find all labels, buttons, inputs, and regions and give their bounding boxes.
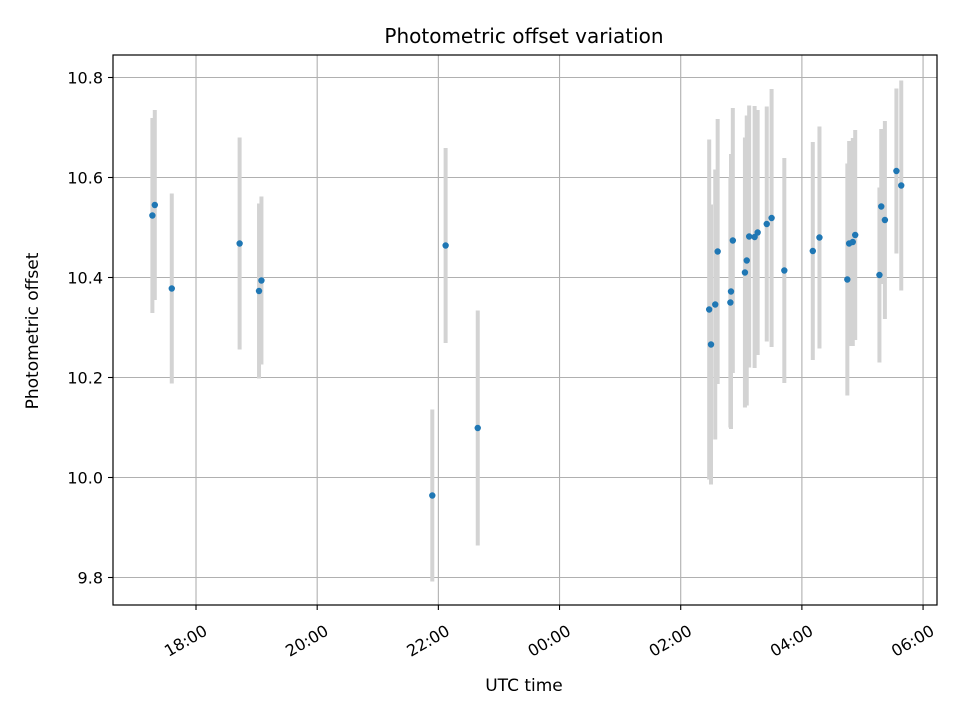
y-tick-label: 10.2 bbox=[67, 369, 103, 388]
data-point bbox=[474, 424, 481, 432]
data-point bbox=[727, 299, 734, 306]
data-point bbox=[768, 214, 775, 222]
x-axis-label: UTC time bbox=[485, 676, 563, 696]
chart-title: Photometric offset variation bbox=[384, 24, 663, 48]
data-point bbox=[849, 238, 856, 246]
data-point bbox=[816, 234, 823, 241]
grid bbox=[113, 55, 937, 605]
data-point bbox=[707, 341, 715, 348]
y-tick-label: 9.8 bbox=[78, 569, 103, 588]
data-points bbox=[149, 167, 905, 499]
data-point bbox=[876, 271, 883, 279]
data-point bbox=[705, 306, 713, 313]
data-point bbox=[168, 285, 175, 292]
data-point bbox=[727, 288, 735, 295]
data-point bbox=[898, 182, 905, 189]
y-tick-label: 10.8 bbox=[67, 69, 103, 88]
plot-frame bbox=[112, 54, 938, 606]
data-point bbox=[255, 287, 263, 295]
data-point bbox=[741, 269, 749, 276]
data-point bbox=[893, 167, 900, 175]
data-point bbox=[745, 233, 753, 240]
data-point bbox=[149, 212, 156, 219]
data-point bbox=[809, 247, 816, 255]
data-point bbox=[844, 276, 851, 283]
data-point bbox=[878, 203, 885, 210]
y-tick-label: 10.4 bbox=[67, 269, 103, 288]
data-point bbox=[429, 492, 436, 499]
data-point bbox=[714, 248, 721, 255]
data-point bbox=[881, 216, 889, 224]
data-point bbox=[442, 242, 449, 249]
data-point bbox=[712, 301, 719, 308]
data-point bbox=[751, 233, 758, 241]
data-point bbox=[754, 229, 761, 236]
data-point bbox=[729, 237, 737, 244]
data-point bbox=[763, 220, 770, 228]
y-axis-label: Photometric offset bbox=[23, 252, 43, 409]
data-point bbox=[151, 201, 159, 209]
data-point bbox=[781, 267, 788, 274]
data-point bbox=[743, 257, 750, 264]
y-tick-label: 10.0 bbox=[67, 469, 103, 488]
data-point bbox=[236, 240, 243, 247]
data-point bbox=[852, 231, 859, 239]
y-tick-label: 10.6 bbox=[67, 169, 103, 188]
data-point bbox=[258, 277, 265, 284]
